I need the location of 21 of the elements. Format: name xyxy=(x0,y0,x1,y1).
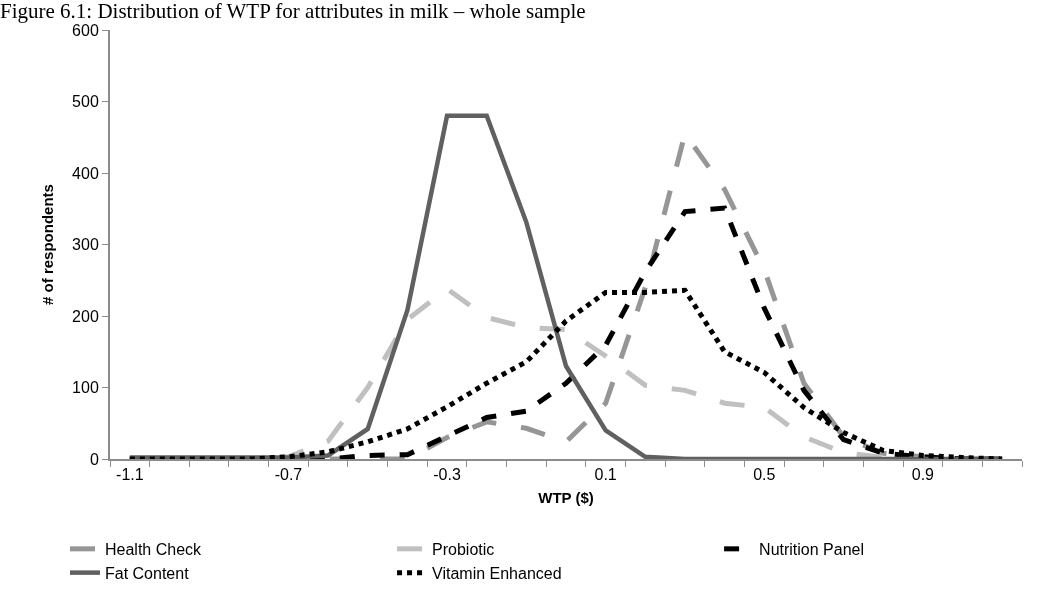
y-tick-label: 0 xyxy=(89,450,99,468)
y-tick-label: 100 xyxy=(72,379,99,397)
x-tick-label: 0.1 xyxy=(594,466,617,484)
y-tick-label: 500 xyxy=(72,93,99,111)
chart-title: Figure 6.1: Distribution of WTP for attributes in milk – whole sample xyxy=(0,0,586,23)
y-axis-title: # of respondents xyxy=(38,184,56,305)
y-tick-label: 400 xyxy=(72,164,99,182)
x-tick-label: 0.9 xyxy=(911,466,935,484)
x-tick-label: 0.5 xyxy=(753,466,776,484)
legend-label: Nutrition Panel xyxy=(759,541,865,559)
legend-label: Vitamin Enhanced xyxy=(432,564,562,582)
legend-label: Probiotic xyxy=(432,541,495,559)
legend-label: Health Check xyxy=(105,541,203,559)
x-tick-label: -0.3 xyxy=(433,466,461,484)
x-tick-label: -1.1 xyxy=(116,466,144,484)
y-tick-label: 600 xyxy=(72,21,99,39)
legend-label: Fat Content xyxy=(105,564,190,582)
x-axis-title: WTP ($) xyxy=(538,488,594,506)
y-tick-label: 200 xyxy=(72,307,99,325)
y-tick-label: 300 xyxy=(72,236,99,254)
x-tick-label: -0.7 xyxy=(274,466,303,484)
